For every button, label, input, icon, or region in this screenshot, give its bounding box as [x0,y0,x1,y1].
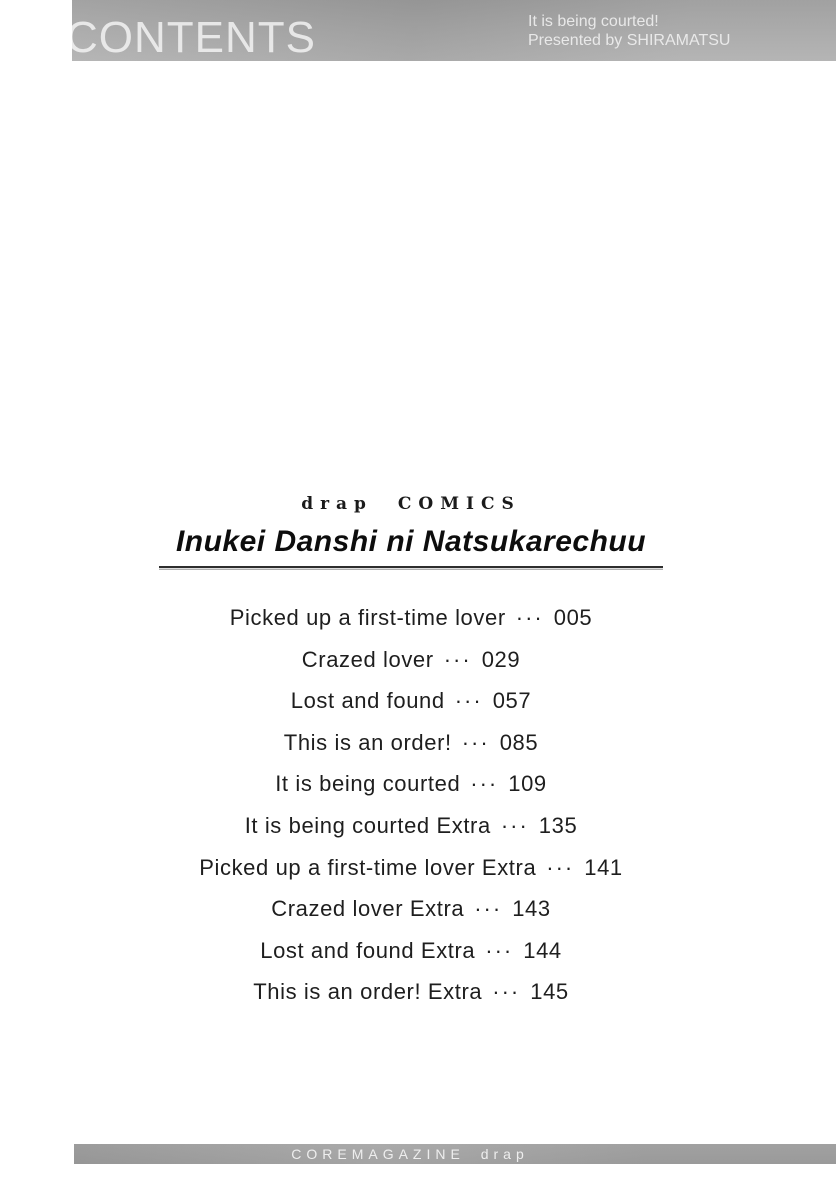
header-band: CONTENTS It is being courted! Presented … [72,0,836,61]
toc-entry-title: Lost and found Extra [260,937,476,963]
header-caption-line2: Presented by SHIRAMATSU [528,32,731,49]
toc-entry-page: 109 [508,771,547,797]
toc-entry-page: 135 [538,812,578,838]
toc-entry-page: 085 [499,729,539,755]
toc-dots: ··· [515,605,544,630]
header-caption: It is being courted! Presented by SHIRAM… [528,12,730,50]
toc-entry-page: 029 [481,646,521,672]
footer-band: COREMAGAZINE drap [74,1144,836,1164]
toc-dots: ··· [474,896,503,922]
toc-entry-page: 005 [553,605,593,630]
toc-entry-title: Crazed lover Extra [271,896,465,922]
toc-dots: ··· [492,979,521,1005]
toc-entry: Crazed lover Extra ··· 143 [0,888,822,930]
toc-entry: Lost and found Extra ··· 144 [0,930,822,972]
toc-list: Picked up a first-time lover ··· 005 Craze… [0,597,822,1013]
book-title: Inukei Danshi ni Natsukarechuu [175,525,647,558]
toc-dots: ··· [454,688,483,714]
imprint-label: drap COMICS [301,494,521,514]
toc-dots: ··· [485,937,514,963]
toc-entry-page: 143 [512,896,551,922]
toc-entry-page: 057 [492,688,532,714]
toc-dots: ··· [500,812,529,838]
toc-entry-title: It is being courted [275,771,461,797]
toc-entry: This is an order! Extra ··· 145 [0,971,822,1013]
toc-entry-page: 141 [584,854,623,880]
toc-entry-page: 145 [530,979,569,1005]
toc-entry-title: Lost and found [290,688,445,714]
toc-entry-title: It is being courted Extra [244,812,491,838]
toc-entry-page: 144 [523,937,562,963]
toc-entry: Crazed lover ··· 029 [0,639,822,681]
title-underline [159,566,663,570]
toc-entry: This is an order! ··· 085 [0,722,822,764]
toc-entry: It is being courted Extra ··· 135 [0,805,822,847]
header-caption-line1: It is being courted! [528,13,659,30]
toc-entry: Picked up a first-time lover ··· 005 [0,597,822,639]
toc-entry: It is being courted ··· 109 [0,763,822,805]
contents-heading: CONTENTS [72,13,316,61]
toc-dots: ··· [461,729,490,755]
toc-dots: ··· [470,771,499,797]
toc-entry: Lost and found ··· 057 [0,680,822,722]
toc-entry-title: Crazed lover [301,646,434,672]
toc-entry: Picked up a first-time lover Extra ··· 141 [0,847,822,889]
toc-dots: ··· [546,854,575,880]
toc-entry-title: Picked up a first-time lover Extra [199,854,537,880]
toc-entry-title: This is an order! Extra [253,979,483,1005]
publisher-label: COREMAGAZINE drap [291,1146,529,1162]
toc-dots: ··· [443,646,472,672]
toc-entry-title: Picked up a first-time lover [229,605,506,630]
toc-entry-title: This is an order! [283,729,452,755]
